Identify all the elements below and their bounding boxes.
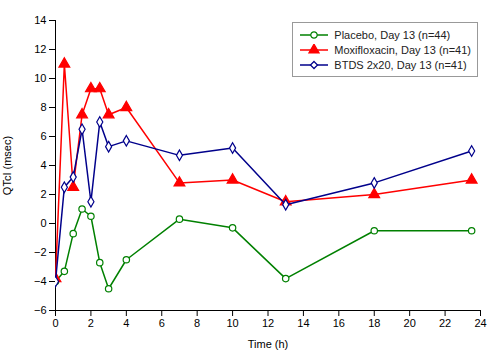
- svg-text:−4: −4: [34, 275, 47, 287]
- svg-text:10: 10: [226, 317, 238, 329]
- svg-text:2: 2: [88, 317, 94, 329]
- svg-text:14: 14: [34, 14, 46, 26]
- svg-text:0: 0: [40, 217, 46, 229]
- svg-text:8: 8: [194, 317, 200, 329]
- svg-text:12: 12: [34, 43, 46, 55]
- svg-text:8: 8: [40, 101, 46, 113]
- svg-text:14: 14: [297, 317, 309, 329]
- svg-text:2: 2: [40, 188, 46, 200]
- svg-text:0: 0: [52, 317, 58, 329]
- svg-text:4: 4: [123, 317, 129, 329]
- svg-text:QTcI (msec): QTcI (msec): [1, 136, 13, 195]
- svg-text:16: 16: [333, 317, 345, 329]
- html-text:Moxifloxacin, Day 13 (n=41): Moxifloxacin, Day 13 (n=41): [334, 43, 471, 56]
- svg-text:−2: −2: [34, 246, 47, 258]
- svg-text:20: 20: [404, 317, 416, 329]
- svg-text:22: 22: [439, 317, 451, 329]
- svg-text:10: 10: [34, 72, 46, 84]
- html-text:Placebo, Day 13 (n=44): Placebo, Day 13 (n=44): [334, 28, 451, 41]
- svg-text:18: 18: [368, 317, 380, 329]
- svg-text:−6: −6: [34, 304, 47, 316]
- html-text:BTDS 2x20, Day 13 (n=41): BTDS 2x20, Day 13 (n=41): [334, 58, 467, 71]
- svg-text:6: 6: [159, 317, 165, 329]
- svg-text:12: 12: [262, 317, 274, 329]
- svg-text:4: 4: [40, 159, 46, 171]
- svg-text:6: 6: [40, 130, 46, 142]
- svg-text:Time (h): Time (h): [248, 338, 289, 350]
- svg-text:24: 24: [474, 317, 486, 329]
